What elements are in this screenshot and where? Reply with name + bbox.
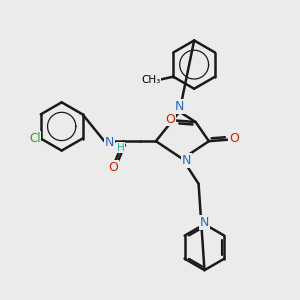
Text: O: O <box>108 161 118 174</box>
Text: H: H <box>117 142 124 153</box>
Text: CH₃: CH₃ <box>141 75 160 85</box>
Text: O: O <box>229 132 239 145</box>
Text: N: N <box>175 100 184 113</box>
Text: O: O <box>166 112 176 126</box>
Text: Cl: Cl <box>29 132 41 145</box>
Text: N: N <box>182 154 191 167</box>
Text: N: N <box>200 216 209 229</box>
Text: N: N <box>105 136 114 149</box>
